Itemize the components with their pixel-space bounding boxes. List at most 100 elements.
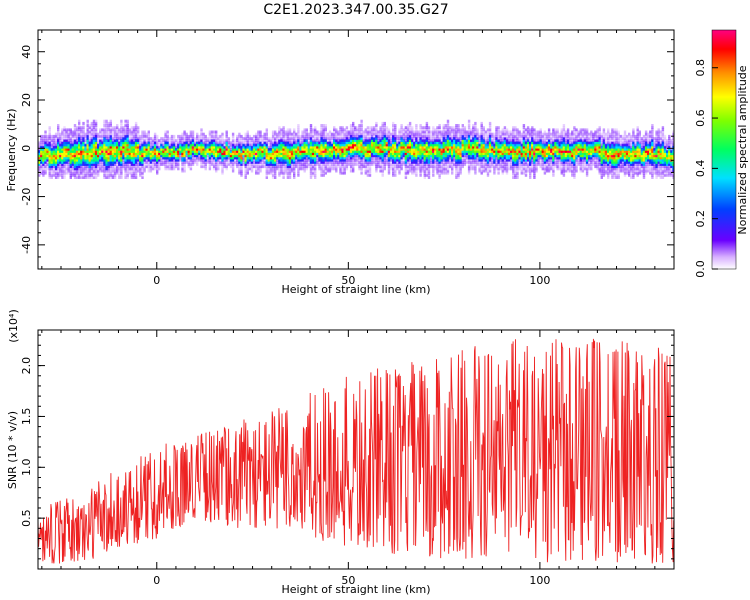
heatmap-cell xyxy=(234,141,237,145)
heatmap-cell xyxy=(164,165,167,169)
heatmap-cell xyxy=(408,121,412,125)
heatmap-cell xyxy=(347,161,351,164)
heatmap-cell xyxy=(137,128,140,132)
heatmap-cell xyxy=(147,130,150,134)
heatmap-cell xyxy=(204,147,207,151)
heatmap-cell xyxy=(324,130,327,134)
heatmap-cell xyxy=(40,137,43,140)
heatmap-cell xyxy=(248,150,252,153)
heatmap-cell xyxy=(339,163,342,166)
heatmap-cell xyxy=(286,176,290,179)
heatmap-cell xyxy=(467,130,471,134)
heatmap-cell xyxy=(166,130,169,134)
heatmap-cell xyxy=(429,154,433,158)
heatmap-cell xyxy=(488,150,492,153)
heatmap-cell xyxy=(88,141,91,145)
heatmap-cell xyxy=(88,154,91,158)
heatmap-cell xyxy=(560,161,563,164)
heatmap-cell xyxy=(383,145,386,149)
heatmap-cell xyxy=(529,158,532,162)
heatmap-cell xyxy=(478,150,481,153)
heatmap-cell xyxy=(434,161,437,164)
heatmap-cell xyxy=(499,130,502,134)
heatmap-cell xyxy=(82,141,85,145)
heatmap-cell xyxy=(107,121,110,125)
heatmap-cell xyxy=(240,147,243,151)
heatmap-cell xyxy=(92,128,96,132)
heatmap-cell xyxy=(86,141,89,145)
heatmap-cell xyxy=(242,141,245,145)
heatmap-cell xyxy=(132,167,136,171)
heatmap-cell xyxy=(497,145,500,149)
heatmap-cell xyxy=(339,150,342,153)
heatmap-cell xyxy=(318,130,321,134)
heatmap-cell xyxy=(375,156,378,160)
heatmap-cell xyxy=(453,161,456,164)
heatmap-cell xyxy=(109,150,112,153)
heatmap-cell xyxy=(539,161,542,164)
heatmap-cell xyxy=(187,143,190,147)
heatmap-cell xyxy=(370,126,374,129)
heatmap-cell xyxy=(451,132,454,136)
heatmap-cell xyxy=(326,169,330,173)
heatmap-cell xyxy=(499,152,502,156)
heatmap-cell xyxy=(425,152,429,156)
heatmap-cell xyxy=(356,158,359,162)
heatmap-cell xyxy=(65,137,68,140)
heatmap-cell xyxy=(383,167,386,171)
heatmap-cell xyxy=(73,158,77,162)
heatmap-cell xyxy=(411,154,414,158)
heatmap-cell xyxy=(118,134,121,138)
heatmap-cell xyxy=(356,152,359,156)
heatmap-cell xyxy=(126,176,129,179)
heatmap-cell xyxy=(503,143,507,147)
heatmap-cell xyxy=(130,145,134,149)
heatmap-cell xyxy=(217,152,220,156)
heatmap-cell xyxy=(109,128,112,132)
heatmap-cell xyxy=(354,143,357,147)
heatmap-cell xyxy=(522,132,526,136)
heatmap-cell xyxy=(362,158,365,162)
heatmap-cell xyxy=(476,158,479,162)
heatmap-cell xyxy=(255,150,258,153)
heatmap-cell xyxy=(370,134,374,138)
heatmap-cell xyxy=(101,141,104,145)
heatmap-cell xyxy=(550,141,553,145)
heatmap-cell xyxy=(535,147,538,151)
heatmap-cell xyxy=(103,147,106,151)
heatmap-cell xyxy=(198,158,201,162)
heatmap-cell xyxy=(389,139,393,142)
heatmap-cell xyxy=(533,141,536,145)
heatmap-cell xyxy=(217,167,220,171)
heatmap-cell xyxy=(461,126,464,129)
heatmap-cell xyxy=(109,161,112,164)
heatmap-cell xyxy=(526,145,530,149)
heatmap-cell xyxy=(246,147,249,151)
heatmap-cell xyxy=(189,132,193,136)
heatmap-cell xyxy=(63,167,66,171)
heatmap-cell xyxy=(124,174,127,177)
heatmap-cell xyxy=(280,152,283,156)
heatmap-cell xyxy=(493,171,496,175)
heatmap-cell xyxy=(455,130,458,134)
heatmap-cell xyxy=(120,121,123,125)
heatmap-cell xyxy=(288,143,292,147)
heatmap-cell xyxy=(128,143,131,147)
heatmap-cell xyxy=(349,169,353,173)
heatmap-cell xyxy=(280,139,283,142)
heatmap-cell xyxy=(63,130,66,134)
heatmap-cell xyxy=(360,150,363,153)
heatmap-cell xyxy=(257,171,260,175)
heatmap-cell xyxy=(415,165,418,169)
heatmap-cell xyxy=(143,145,146,149)
heatmap-cell xyxy=(324,163,327,166)
heatmap-cell xyxy=(274,134,277,138)
heatmap-cell xyxy=(187,165,190,169)
heatmap-cell xyxy=(413,139,416,142)
heatmap-cell xyxy=(202,152,205,156)
heatmap-cell xyxy=(358,167,361,171)
heatmap-cell xyxy=(59,152,62,156)
heatmap-cell xyxy=(141,163,144,166)
heatmap-cell xyxy=(274,130,277,134)
heatmap-cell xyxy=(522,154,526,158)
